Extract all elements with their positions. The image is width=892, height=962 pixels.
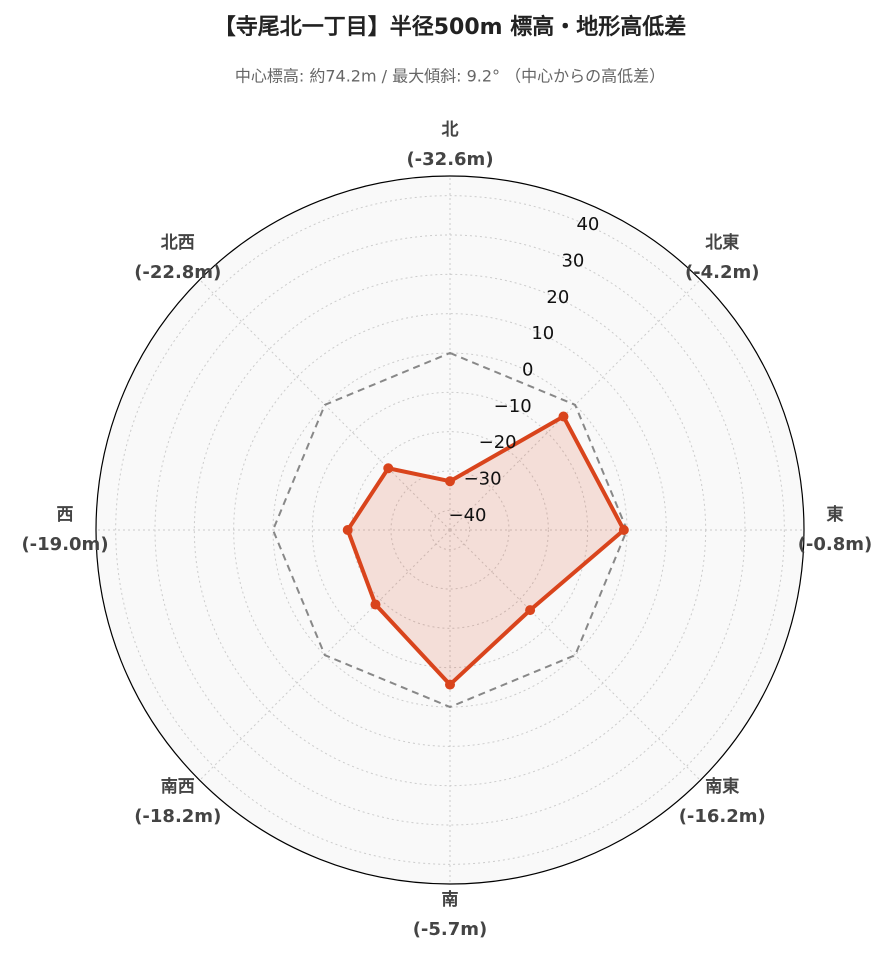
data-point bbox=[618, 525, 629, 535]
r-tick-label: 0 bbox=[522, 359, 533, 380]
data-point bbox=[445, 679, 455, 690]
chart-subtitle: 中心標高: 約74.2m / 最大傾斜: 9.2° （中心からの高低差） bbox=[235, 67, 665, 86]
data-point bbox=[445, 476, 455, 487]
chart-title: 【寺尾北一丁目】半径500m 標高・地形高低差 bbox=[214, 14, 687, 40]
value-label: (-19.0m) bbox=[21, 534, 108, 555]
value-label: (-22.8m) bbox=[134, 262, 221, 283]
category-label: 南東 bbox=[705, 776, 739, 797]
category-label: 北 bbox=[442, 120, 459, 140]
r-tick-label: 10 bbox=[531, 323, 554, 344]
plot-outline bbox=[95, 175, 805, 885]
r-tick-label: 40 bbox=[576, 214, 599, 235]
r-tick-label: 20 bbox=[546, 287, 569, 308]
category-label: 北西 bbox=[161, 233, 195, 253]
r-tick-label: −20 bbox=[479, 432, 517, 453]
data-point bbox=[525, 605, 536, 616]
value-label: (-18.2m) bbox=[134, 806, 221, 827]
grid-circle bbox=[390, 470, 510, 590]
value-label: (-32.6m) bbox=[406, 149, 493, 170]
value-label: (-0.8m) bbox=[798, 534, 873, 555]
data-point bbox=[342, 525, 353, 535]
value-label: (-5.7m) bbox=[413, 919, 488, 940]
r-tick-label: −30 bbox=[464, 468, 502, 489]
category-label: 東 bbox=[827, 504, 844, 525]
r-tick-label: −40 bbox=[449, 505, 487, 526]
r-tick-label: −10 bbox=[494, 396, 532, 417]
data-point bbox=[558, 411, 569, 422]
spoke bbox=[449, 529, 701, 781]
value-label: (-16.2m) bbox=[679, 806, 766, 827]
category-label: 南 bbox=[442, 889, 459, 910]
data-point bbox=[370, 599, 381, 610]
category-label: 西 bbox=[57, 505, 74, 525]
grid-circle bbox=[429, 509, 471, 551]
category-label: 南西 bbox=[161, 776, 195, 797]
value-label: (-4.2m) bbox=[685, 262, 760, 283]
grid-circle bbox=[351, 431, 549, 629]
grid-circle bbox=[115, 195, 785, 865]
data-point bbox=[383, 463, 394, 474]
reference-line bbox=[271, 351, 629, 709]
grid-circle bbox=[311, 391, 589, 669]
category-label: 北東 bbox=[705, 232, 739, 253]
r-tick-label: 30 bbox=[561, 250, 584, 271]
